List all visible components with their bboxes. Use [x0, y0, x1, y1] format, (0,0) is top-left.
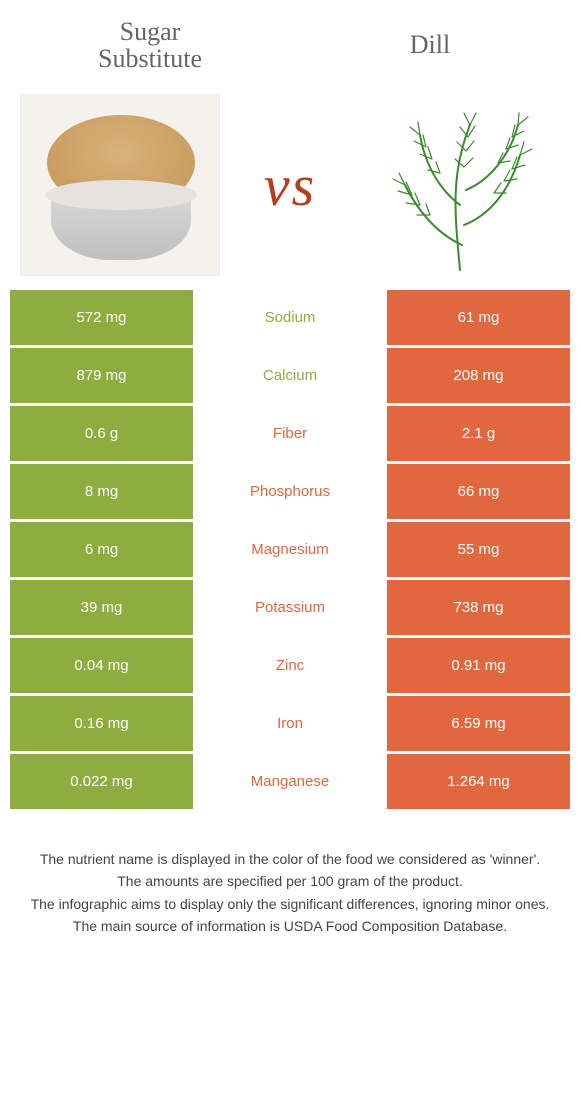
table-row: 0.04 mgZinc0.91 mg	[10, 638, 570, 693]
left-value: 0.022 mg	[10, 754, 193, 809]
nutrient-name: Sodium	[193, 290, 387, 345]
nutrient-name: Potassium	[193, 580, 387, 635]
table-row: 0.16 mgIron6.59 mg	[10, 696, 570, 751]
left-value: 572 mg	[10, 290, 193, 345]
right-value: 2.1 g	[387, 406, 570, 461]
title-row: SugarSubstitute Dill	[10, 10, 570, 80]
nutrient-name: Calcium	[193, 348, 387, 403]
footer-notes: The nutrient name is displayed in the co…	[10, 849, 570, 936]
right-value: 6.59 mg	[387, 696, 570, 751]
footer-line: The amounts are specified per 100 gram o…	[10, 871, 570, 891]
footer-line: The main source of information is USDA F…	[10, 916, 570, 936]
left-value: 8 mg	[10, 464, 193, 519]
nutrient-name: Magnesium	[193, 522, 387, 577]
right-value: 0.91 mg	[387, 638, 570, 693]
hero-row: vs	[10, 80, 570, 290]
title-left: SugarSubstitute	[10, 18, 290, 73]
right-value: 66 mg	[387, 464, 570, 519]
left-value: 0.6 g	[10, 406, 193, 461]
dill-icon	[360, 95, 560, 275]
nutrient-name: Fiber	[193, 406, 387, 461]
right-value: 738 mg	[387, 580, 570, 635]
table-row: 8 mgPhosphorus66 mg	[10, 464, 570, 519]
table-row: 6 mgMagnesium55 mg	[10, 522, 570, 577]
footer-line: The nutrient name is displayed in the co…	[10, 849, 570, 869]
table-row: 0.022 mgManganese1.264 mg	[10, 754, 570, 809]
table-row: 879 mgCalcium208 mg	[10, 348, 570, 403]
table-row: 39 mgPotassium738 mg	[10, 580, 570, 635]
left-value: 39 mg	[10, 580, 193, 635]
left-value: 0.04 mg	[10, 638, 193, 693]
right-value: 61 mg	[387, 290, 570, 345]
left-value: 0.16 mg	[10, 696, 193, 751]
right-value: 208 mg	[387, 348, 570, 403]
comparison-table: 572 mgSodium61 mg879 mgCalcium208 mg0.6 …	[10, 290, 570, 809]
nutrient-name: Iron	[193, 696, 387, 751]
left-value: 6 mg	[10, 522, 193, 577]
right-image	[360, 95, 560, 275]
right-value: 1.264 mg	[387, 754, 570, 809]
left-value: 879 mg	[10, 348, 193, 403]
sugar-substitute-photo	[20, 94, 220, 276]
footer-line: The infographic aims to display only the…	[10, 894, 570, 914]
title-right: Dill	[290, 31, 570, 58]
table-row: 0.6 gFiber2.1 g	[10, 406, 570, 461]
infographic-page: SugarSubstitute Dill vs	[0, 0, 580, 1114]
left-image	[20, 95, 220, 275]
vs-label: vs	[264, 152, 316, 219]
nutrient-name: Zinc	[193, 638, 387, 693]
nutrient-name: Phosphorus	[193, 464, 387, 519]
table-row: 572 mgSodium61 mg	[10, 290, 570, 345]
right-value: 55 mg	[387, 522, 570, 577]
nutrient-name: Manganese	[193, 754, 387, 809]
